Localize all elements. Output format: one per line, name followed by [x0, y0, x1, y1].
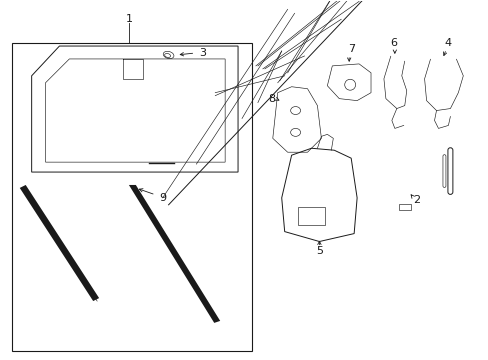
Bar [12, 43, 251, 351]
Text: 3: 3 [199, 48, 205, 58]
Text: 1: 1 [125, 14, 132, 24]
Text: 2: 2 [412, 195, 419, 205]
Polygon shape [20, 185, 99, 301]
Text: 5: 5 [315, 247, 322, 256]
Text: 7: 7 [347, 44, 354, 54]
Bar [297, 207, 325, 225]
Text: 6: 6 [389, 38, 397, 48]
Text: 8: 8 [268, 94, 275, 104]
Bar [398, 204, 410, 210]
Polygon shape [129, 185, 220, 323]
Text: 9: 9 [159, 193, 166, 203]
Text: 4: 4 [444, 38, 451, 48]
